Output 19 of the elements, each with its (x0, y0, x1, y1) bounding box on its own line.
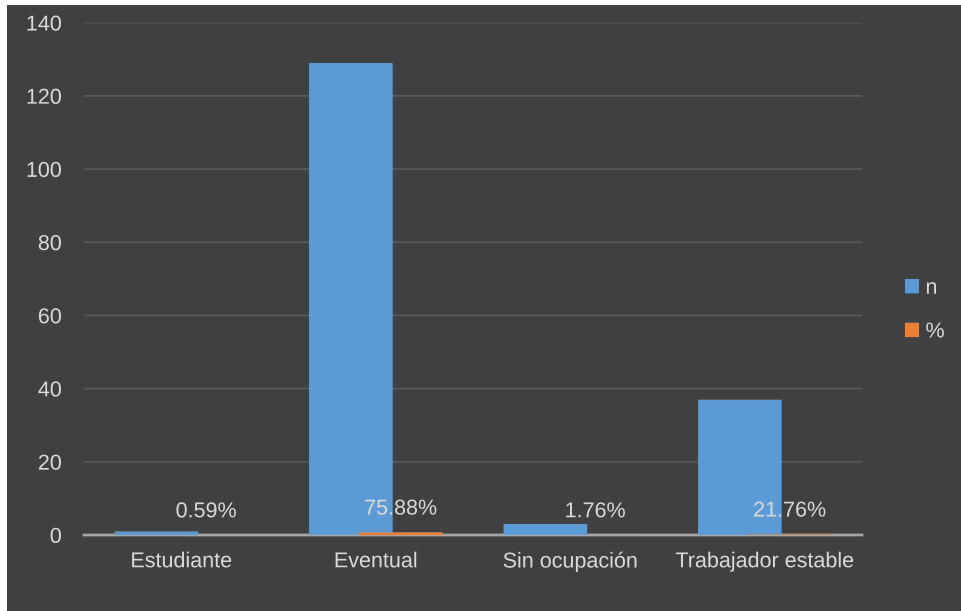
y-tick-label: 100 (28, 162, 61, 178)
y-tick-label: 20 (38, 454, 61, 470)
y-tick-label: 80 (38, 235, 61, 250)
bar (114, 531, 198, 535)
data-label: 0.59% (176, 502, 236, 518)
y-tick-label: 140 (28, 15, 61, 31)
y-tick-label: 60 (38, 308, 61, 324)
data-label: 1.76% (566, 502, 625, 518)
x-tick-label: Sin ocupación (504, 552, 636, 572)
legend-label: n (926, 282, 936, 294)
x-tick-label: Eventual (336, 552, 416, 568)
y-tick-label: 40 (38, 381, 61, 397)
y-tick-label: 120 (28, 88, 61, 104)
bar (358, 532, 442, 535)
legend-label: % (926, 322, 944, 338)
bar (504, 524, 588, 535)
x-tick-label: Trabajador estable (676, 552, 854, 572)
y-tick-label: 0 (50, 528, 61, 544)
x-tick-label: Estudiante (132, 552, 232, 568)
